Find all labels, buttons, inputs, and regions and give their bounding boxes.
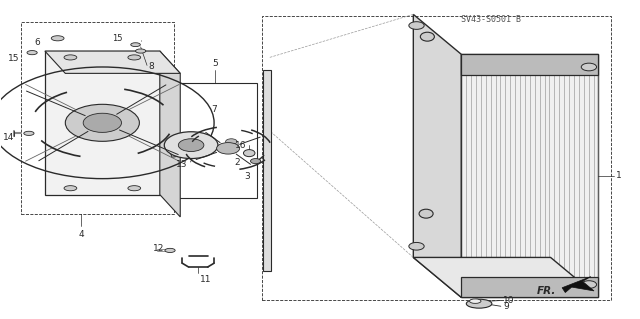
Text: 11: 11	[200, 275, 212, 284]
Polygon shape	[461, 277, 598, 297]
Bar	[174, 83, 257, 198]
Ellipse shape	[165, 249, 175, 253]
Ellipse shape	[243, 150, 255, 157]
Polygon shape	[562, 277, 594, 293]
Ellipse shape	[136, 49, 146, 53]
Text: 8: 8	[148, 63, 154, 71]
Circle shape	[65, 104, 140, 141]
Polygon shape	[461, 54, 598, 75]
Ellipse shape	[419, 209, 433, 218]
Text: 4: 4	[79, 230, 84, 239]
Ellipse shape	[24, 131, 34, 136]
Circle shape	[581, 63, 596, 71]
Ellipse shape	[420, 32, 435, 41]
Circle shape	[581, 281, 596, 288]
Circle shape	[164, 132, 218, 159]
Text: 10: 10	[502, 296, 514, 305]
Text: 13: 13	[177, 160, 188, 169]
Ellipse shape	[128, 55, 141, 60]
Bar	[20, 22, 174, 214]
Circle shape	[217, 143, 239, 154]
Bar	[263, 70, 271, 271]
Polygon shape	[413, 14, 461, 297]
Text: 1: 1	[616, 171, 621, 180]
Polygon shape	[160, 51, 180, 217]
Polygon shape	[461, 54, 598, 297]
Text: 2: 2	[235, 158, 240, 167]
Text: FR.: FR.	[536, 286, 556, 296]
Bar	[262, 16, 611, 300]
Text: 15: 15	[112, 34, 123, 43]
Text: 14: 14	[3, 133, 14, 142]
Ellipse shape	[27, 50, 37, 55]
Circle shape	[83, 113, 122, 132]
Ellipse shape	[128, 186, 141, 191]
Ellipse shape	[131, 43, 140, 47]
Text: 6: 6	[34, 38, 40, 47]
Text: 16: 16	[234, 141, 246, 150]
Ellipse shape	[467, 299, 492, 308]
Ellipse shape	[64, 55, 77, 60]
Polygon shape	[167, 139, 198, 157]
Text: 5: 5	[212, 59, 218, 68]
Text: SV43-S0501 B: SV43-S0501 B	[461, 15, 521, 24]
Circle shape	[409, 22, 424, 29]
Text: 15: 15	[8, 54, 19, 63]
Text: 9: 9	[503, 302, 509, 311]
Circle shape	[250, 159, 260, 164]
Ellipse shape	[51, 36, 64, 41]
Ellipse shape	[470, 299, 481, 303]
Polygon shape	[45, 51, 180, 73]
Text: 7: 7	[211, 105, 217, 114]
Polygon shape	[413, 257, 598, 297]
Circle shape	[179, 139, 204, 152]
Circle shape	[225, 139, 237, 145]
Circle shape	[409, 242, 424, 250]
Polygon shape	[45, 51, 160, 195]
Text: 3: 3	[244, 172, 250, 181]
Text: 12: 12	[153, 244, 164, 253]
Ellipse shape	[64, 186, 77, 191]
